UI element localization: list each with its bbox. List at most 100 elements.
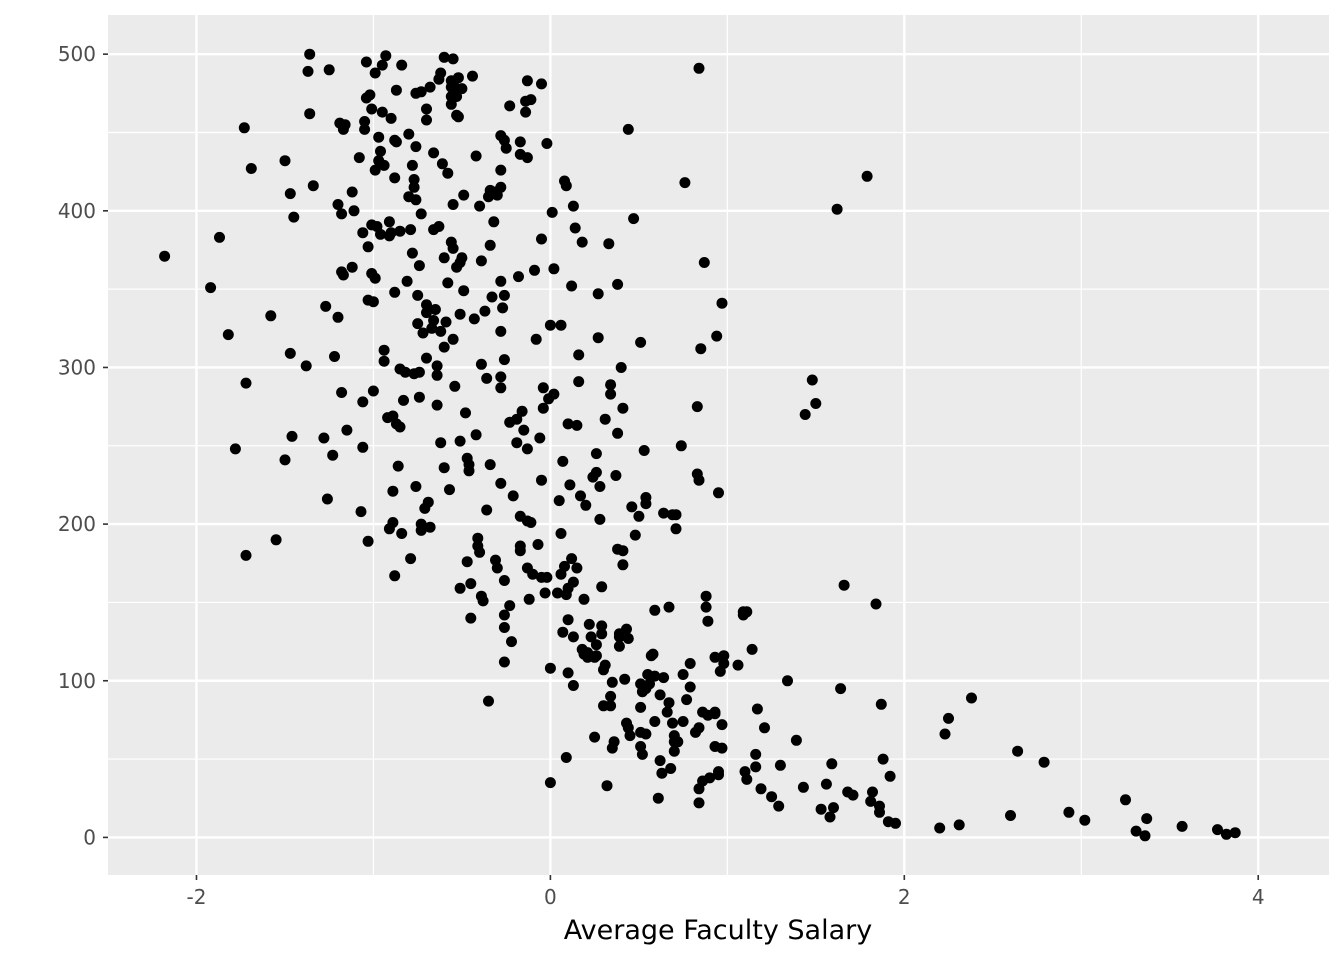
data-point — [369, 164, 381, 176]
data-point — [357, 396, 369, 408]
data-point — [498, 622, 510, 633]
data-point — [353, 152, 365, 164]
data-point — [336, 208, 348, 220]
data-point — [412, 289, 424, 301]
data-point — [401, 275, 413, 287]
data-point — [552, 587, 563, 599]
data-point — [472, 532, 484, 544]
y-tick-label: 500 — [58, 42, 96, 66]
data-point — [599, 413, 611, 425]
data-point — [537, 402, 549, 414]
data-point — [375, 145, 386, 157]
data-point — [675, 440, 687, 452]
data-point — [474, 546, 486, 558]
data-point — [265, 310, 277, 322]
data-point — [332, 311, 344, 323]
data-point — [413, 366, 425, 378]
data-point — [486, 291, 498, 303]
data-point — [307, 180, 319, 192]
data-point — [713, 487, 724, 499]
data-point — [304, 48, 316, 60]
data-point — [684, 658, 696, 669]
data-point — [438, 252, 450, 264]
data-point — [498, 289, 510, 301]
data-point — [438, 51, 450, 63]
data-point — [222, 329, 234, 341]
data-point — [605, 700, 617, 712]
data-point — [596, 581, 608, 593]
data-point — [495, 371, 507, 383]
data-point — [504, 600, 516, 612]
y-tick-label: 0 — [83, 825, 96, 849]
data-point — [495, 181, 507, 193]
data-point — [633, 510, 645, 522]
data-point — [583, 618, 595, 630]
data-point — [410, 141, 422, 153]
data-point — [741, 773, 753, 785]
data-point — [1063, 806, 1075, 818]
data-point — [559, 560, 570, 572]
data-point — [479, 305, 491, 317]
data-point — [329, 351, 340, 362]
data-point — [874, 806, 885, 818]
data-point — [732, 659, 744, 671]
data-point — [557, 626, 569, 638]
data-point — [286, 430, 298, 442]
data-point — [422, 496, 434, 508]
y-tick-label: 400 — [58, 199, 96, 223]
data-point — [214, 231, 225, 243]
data-point — [649, 604, 661, 616]
data-point — [484, 459, 496, 471]
data-point — [613, 640, 625, 652]
data-point — [838, 579, 850, 591]
data-point — [481, 372, 493, 384]
data-point — [576, 236, 588, 248]
data-point — [359, 123, 371, 135]
data-point — [495, 325, 507, 337]
data-point — [332, 199, 344, 210]
data-point — [389, 172, 401, 184]
data-point — [383, 216, 395, 228]
data-point — [521, 443, 533, 455]
data-point — [658, 672, 670, 684]
data-point — [847, 789, 859, 801]
data-point — [541, 138, 553, 149]
data-point — [548, 263, 560, 275]
data-point — [590, 650, 602, 662]
data-point — [396, 528, 408, 539]
data-point — [806, 374, 818, 386]
data-point — [516, 405, 528, 417]
data-point — [525, 517, 537, 528]
data-point — [536, 78, 547, 90]
data-point — [504, 100, 516, 112]
data-point — [385, 112, 397, 124]
data-point — [546, 206, 558, 218]
data-point — [560, 752, 572, 763]
data-point — [790, 734, 802, 746]
data-point — [390, 84, 402, 96]
data-point — [640, 498, 652, 510]
data-point — [341, 424, 353, 436]
data-point — [495, 382, 507, 394]
data-point — [435, 325, 447, 337]
y-tick-label: 300 — [58, 355, 96, 379]
data-point — [378, 159, 390, 171]
data-point — [456, 252, 468, 264]
data-point — [421, 299, 432, 311]
data-point — [447, 199, 459, 210]
data-point — [702, 615, 714, 627]
data-point — [378, 355, 390, 367]
data-point — [700, 601, 712, 613]
data-point — [649, 716, 661, 727]
data-point — [1220, 828, 1232, 840]
data-point — [364, 89, 376, 101]
data-point — [562, 667, 574, 679]
data-point — [410, 194, 422, 206]
data-point — [327, 449, 339, 461]
data-point — [442, 167, 454, 179]
data-point — [670, 523, 682, 535]
data-point — [1139, 830, 1151, 842]
data-point — [495, 164, 507, 176]
data-point — [424, 81, 436, 93]
